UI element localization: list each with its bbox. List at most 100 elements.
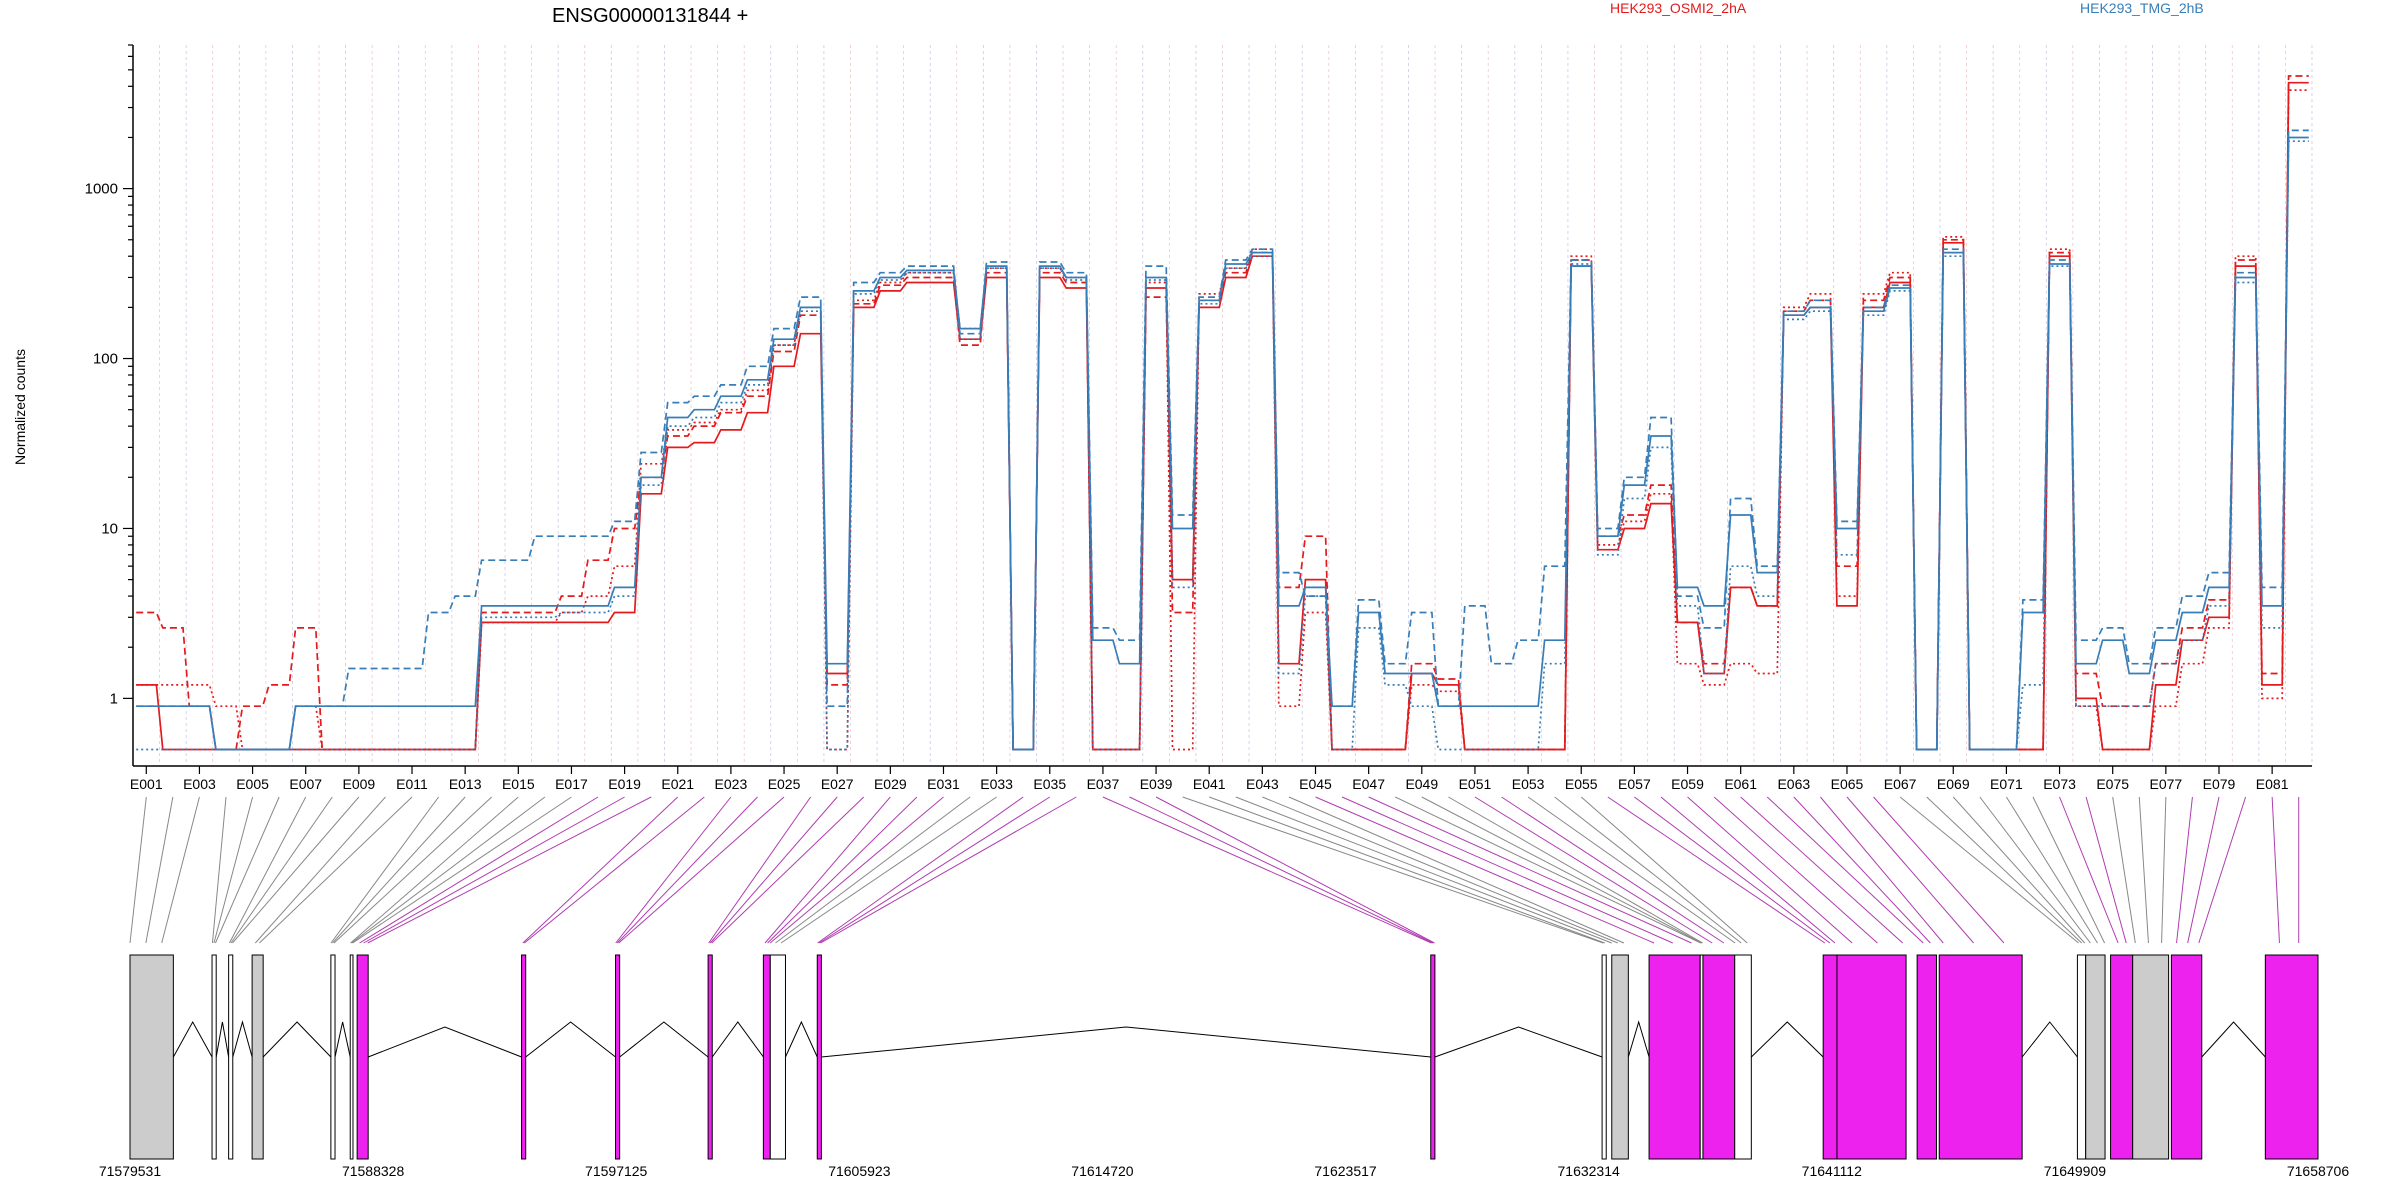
exon-block — [228, 954, 234, 1160]
x-tick-label: E013 — [449, 776, 482, 792]
x-tick-label: E071 — [1990, 776, 2023, 792]
exon-connector — [818, 796, 1051, 944]
exon-connector — [522, 796, 679, 944]
exon-block — [1734, 954, 1752, 1160]
legend-label-osmi2: HEK293_OSMI2_2hA — [1610, 0, 1747, 16]
x-tick-label: E067 — [1884, 776, 1917, 792]
intron-line — [334, 1021, 351, 1058]
exon-connector — [1235, 796, 1612, 944]
x-tick-label: E007 — [289, 776, 322, 792]
exon-block — [769, 954, 786, 1160]
x-tick-label: E041 — [1193, 776, 1226, 792]
exon-connector — [1899, 796, 2079, 944]
y-axis-ticks: 1 10 100 1000 — [85, 44, 133, 707]
genomic-tick-label: 71623517 — [1314, 1163, 1377, 1179]
exon-connector — [1341, 796, 1673, 944]
exon-connector — [820, 796, 1077, 944]
x-tick-label: E043 — [1246, 776, 1279, 792]
exon-connector — [1368, 796, 1692, 944]
exon-block — [1702, 954, 1736, 1160]
x-tick-label: E033 — [980, 776, 1013, 792]
exon-connector — [769, 796, 944, 944]
exon-connector — [1474, 796, 1713, 944]
x-tick-label: E065 — [1831, 776, 1864, 792]
exon-connector — [2059, 796, 2119, 944]
x-tick-label: E069 — [1937, 776, 1970, 792]
exon-block — [2132, 954, 2170, 1160]
exon-block — [521, 954, 527, 1160]
exon-block — [1611, 954, 1629, 1160]
exon-grid — [132, 45, 2313, 766]
exon-connector — [1155, 796, 1435, 944]
exon-connector — [1554, 796, 1742, 944]
exon-connector — [1740, 796, 1904, 944]
exon-connector — [1421, 796, 1702, 944]
axes — [132, 45, 2312, 767]
exon-block — [2110, 954, 2134, 1160]
exon-connector — [359, 796, 599, 944]
exon-connector — [1634, 796, 1831, 944]
genomic-tick-label: 71641112 — [1802, 1163, 1862, 1179]
x-tick-label: E079 — [2203, 776, 2236, 792]
exon-connector — [1979, 796, 2091, 944]
exon-connector — [711, 796, 865, 944]
x-tick-label: E025 — [768, 776, 801, 792]
exon-connector — [1873, 796, 2005, 944]
intron-line — [172, 1020, 213, 1058]
x-tick-label: E077 — [2149, 776, 2182, 792]
exon-connector — [129, 796, 147, 944]
intron-line — [2021, 1021, 2078, 1058]
exon-connector — [1926, 796, 2082, 944]
genomic-tick-label: 71579531 — [99, 1163, 162, 1179]
exon-block — [2264, 954, 2319, 1160]
x-tick-label: E081 — [2256, 776, 2289, 792]
exon-connector — [2187, 796, 2220, 944]
x-tick-label: E057 — [1618, 776, 1651, 792]
genomic-tick-label: 71632314 — [1558, 1163, 1621, 1179]
exon-connector — [228, 796, 307, 944]
exon-connector — [708, 796, 812, 944]
intron-line — [1627, 1020, 1650, 1058]
genomic-tick-label: 71649909 — [2044, 1163, 2107, 1179]
series-line — [136, 140, 2309, 751]
exon-connector — [213, 796, 254, 944]
exon-connector — [1262, 796, 1619, 944]
exon-block — [251, 954, 264, 1160]
intron-line — [2201, 1021, 2266, 1058]
exon-connector — [2112, 796, 2136, 944]
intron-line — [368, 1026, 522, 1058]
exon-connector — [211, 796, 227, 944]
x-tick-label: E023 — [715, 776, 748, 792]
exon-connector — [709, 796, 838, 944]
genomic-tick-label: 71597125 — [585, 1163, 648, 1179]
exon-block — [129, 954, 174, 1160]
exon-block — [1601, 954, 1607, 1160]
exon-block — [707, 954, 713, 1160]
exon-connector — [2138, 796, 2149, 944]
x-tick-label: E031 — [927, 776, 960, 792]
x-tick-label: E055 — [1565, 776, 1598, 792]
x-tick-label: E045 — [1299, 776, 1332, 792]
intron-line — [821, 1026, 1431, 1058]
exon-connector — [232, 796, 360, 944]
exon-connector — [775, 796, 971, 944]
exon-block — [211, 954, 217, 1160]
exon-connector — [817, 796, 1024, 944]
x-tick-label: E051 — [1459, 776, 1492, 792]
exon-connector — [1687, 796, 1853, 944]
x-tick-label: E009 — [343, 776, 376, 792]
x-tick-label: E053 — [1512, 776, 1545, 792]
intron-line — [525, 1021, 616, 1058]
exon-connector — [2032, 796, 2106, 944]
series-line — [136, 81, 2309, 751]
exon-connector — [524, 796, 705, 944]
exon-connector — [1395, 796, 1701, 944]
x-tick-label: E035 — [1033, 776, 1066, 792]
intron-line — [1434, 1026, 1603, 1058]
exon-connectors — [129, 796, 2300, 944]
exon-connector — [1952, 796, 2086, 944]
exon-connector — [1660, 796, 1836, 944]
exon-connector — [2271, 796, 2280, 944]
genomic-tick-label: 71658706 — [2287, 1163, 2350, 1179]
exon-connector — [1315, 796, 1655, 944]
